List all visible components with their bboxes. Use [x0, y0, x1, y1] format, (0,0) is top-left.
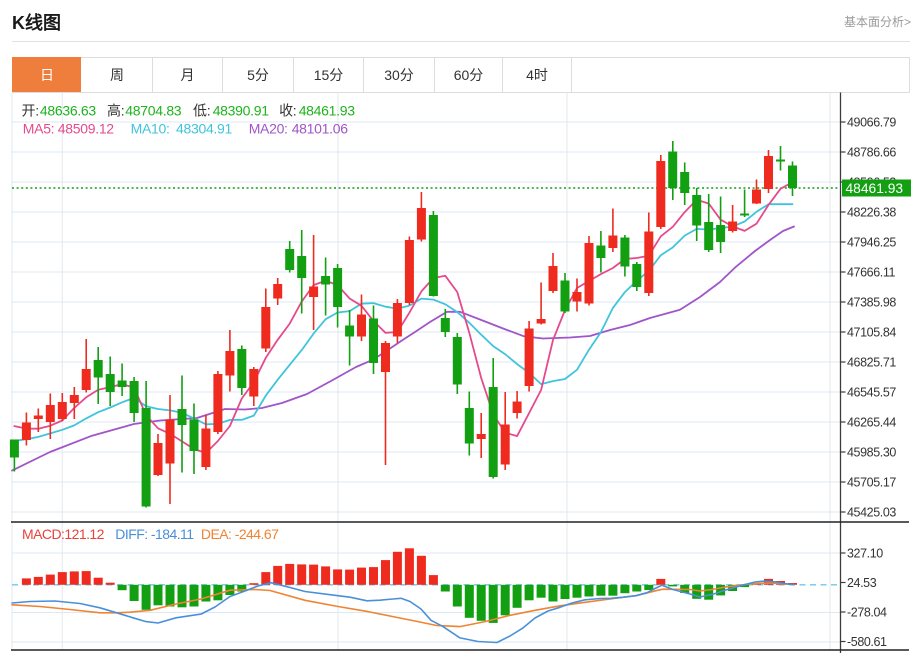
- svg-text:47946.25: 47946.25: [847, 235, 896, 249]
- svg-text:47105.84: 47105.84: [847, 325, 896, 339]
- svg-text:46545.57: 46545.57: [847, 385, 896, 399]
- svg-text:-580.61: -580.61: [847, 635, 887, 649]
- svg-text:48461.93: 48461.93: [846, 181, 904, 196]
- svg-text:45425.03: 45425.03: [847, 505, 896, 519]
- svg-text:46825.71: 46825.71: [847, 355, 896, 369]
- svg-text:48226.38: 48226.38: [847, 205, 896, 219]
- svg-text:47666.11: 47666.11: [847, 265, 895, 279]
- svg-text:49066.79: 49066.79: [847, 115, 896, 129]
- svg-text:45705.17: 45705.17: [847, 475, 896, 489]
- svg-text:24.53: 24.53: [847, 576, 877, 590]
- svg-text:48786.66: 48786.66: [847, 145, 896, 159]
- svg-text:开:48636.63高:48704.83低:48390.91: 开:48636.63 高:48704.83 低: 48390.91 收: 48461.93: [22, 102, 356, 118]
- svg-text:46265.44: 46265.44: [847, 415, 896, 429]
- svg-text:47385.98: 47385.98: [847, 295, 896, 309]
- svg-text:327.10: 327.10: [847, 546, 883, 560]
- svg-text:-278.04: -278.04: [847, 605, 887, 619]
- svg-text:45985.30: 45985.30: [847, 445, 896, 459]
